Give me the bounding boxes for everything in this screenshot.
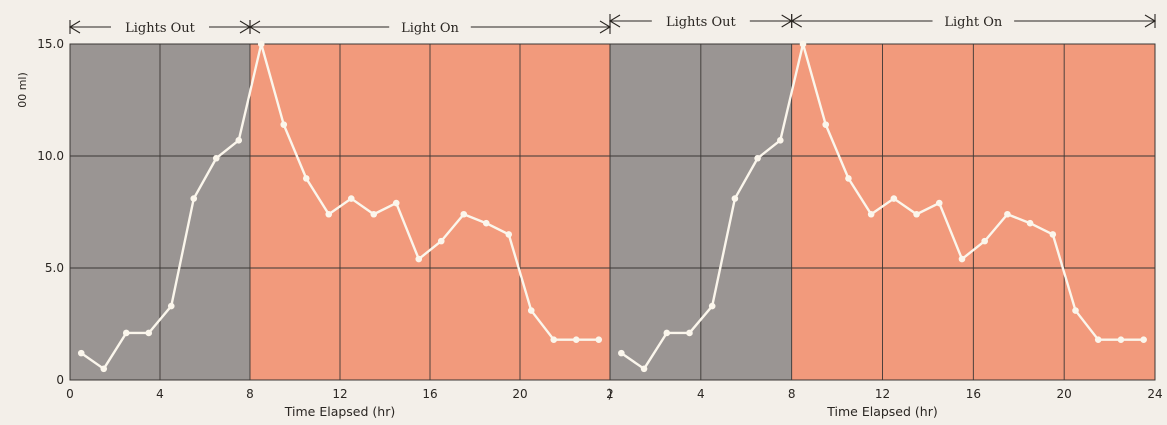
data-point [460, 210, 468, 218]
period-label: Lights Out [125, 21, 196, 36]
data-point [867, 210, 875, 218]
data-point [100, 365, 108, 373]
data-point [415, 255, 423, 263]
data-point [731, 195, 739, 202]
x-tick-label: 24 [1147, 387, 1162, 401]
y-axis-title: 00 ml) [16, 72, 29, 108]
data-point [437, 237, 445, 245]
data-point [347, 195, 355, 202]
x-tick-label: 20 [512, 387, 527, 401]
data-point [799, 40, 807, 48]
plot-frame [609, 43, 1156, 381]
x-axis-title: Time Elapsed (hr) [826, 404, 937, 419]
period-label: Light On [401, 21, 459, 36]
data-point [686, 329, 693, 337]
data-point [1049, 231, 1057, 238]
x-tick-label: ) [608, 387, 613, 401]
data-point [190, 195, 198, 202]
data-point [280, 121, 288, 128]
data-point [505, 231, 513, 238]
data-point [122, 329, 130, 337]
period-arrow: Light On [790, 14, 1157, 30]
data-point [708, 302, 716, 310]
data-point [754, 154, 761, 162]
y-tick-label: 5.0 [45, 261, 64, 275]
data-point [935, 199, 943, 207]
data-point [370, 210, 378, 218]
period-arrow: Lights Out [68, 20, 252, 36]
data-point [777, 137, 784, 144]
data-point [890, 195, 898, 202]
data-point [212, 154, 220, 162]
x-tick-label: 0 [66, 387, 74, 401]
data-point [1026, 219, 1034, 227]
period-label: Lights Out [666, 15, 737, 30]
data-point [913, 210, 920, 218]
data-point [1072, 307, 1079, 314]
data-point [302, 175, 310, 182]
x-tick-label: 8 [788, 387, 796, 401]
x-tick-label: 4 [697, 387, 705, 401]
data-point [981, 237, 988, 245]
x-tick-label: 16 [966, 387, 981, 401]
data-point [640, 365, 648, 373]
data-point [1117, 336, 1125, 343]
x-tick-label: 8 [246, 387, 254, 401]
data-point [1094, 336, 1102, 343]
data-point [618, 349, 625, 357]
data-point [958, 255, 966, 263]
data-point [572, 336, 580, 343]
data-point [1004, 210, 1011, 218]
data-point [845, 175, 852, 182]
x-tick-label: 20 [1057, 387, 1072, 401]
y-tick-label: 15.0 [37, 37, 64, 51]
data-point [392, 199, 400, 207]
x-tick-label: 12 [332, 387, 347, 401]
x-tick-label: 12 [875, 387, 890, 401]
period-arrow: Lights Out [608, 14, 793, 30]
x-tick-label: 16 [422, 387, 437, 401]
data-point [325, 210, 333, 218]
chart-panel-2: ) 4 8 12 16 20 24 Time Elapsed (hr) Lights Out Li… [608, 14, 1163, 419]
data-point [822, 121, 830, 128]
data-point [145, 329, 153, 337]
data-point [663, 329, 671, 337]
data-point [167, 302, 175, 310]
data-point [482, 219, 490, 227]
data-point [77, 349, 85, 357]
data-point [257, 40, 265, 48]
y-tick-label: 10.0 [37, 149, 64, 163]
x-tick-label: 2 [606, 387, 614, 401]
series-line [620, 42, 1145, 370]
period-arrow: Light On [248, 20, 612, 36]
y-tick-label: 0 [56, 373, 64, 387]
x-tick-label: 4 [156, 387, 164, 401]
data-point [595, 336, 603, 343]
series-line [80, 42, 600, 370]
period-label: Light On [944, 15, 1002, 30]
data-point [235, 137, 243, 144]
x-axis-title: Time Elapsed (hr) [284, 404, 395, 419]
data-point [1140, 336, 1147, 343]
data-point [527, 307, 535, 314]
data-point [550, 336, 558, 343]
